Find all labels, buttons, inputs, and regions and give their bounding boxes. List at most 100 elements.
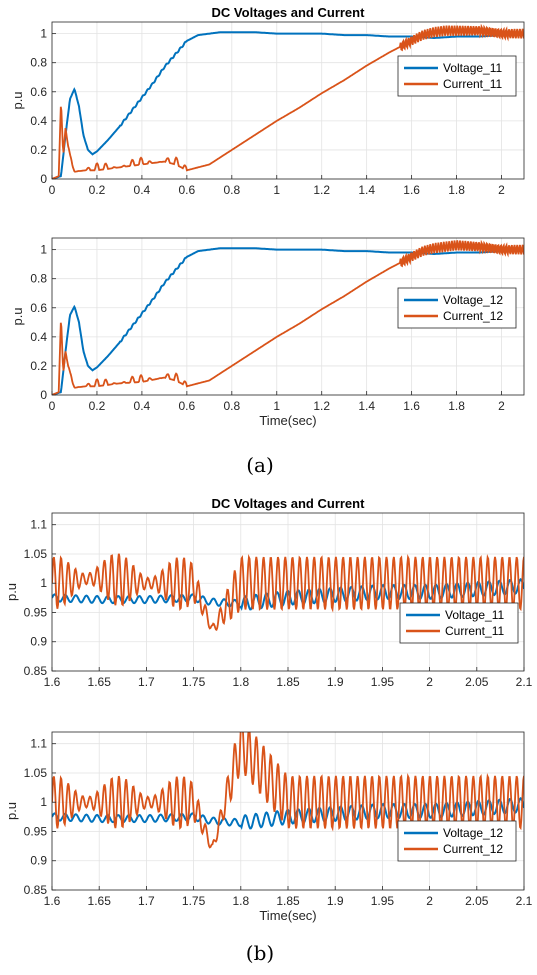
chart-title: DC Voltages and Current (212, 496, 366, 511)
legend: Voltage_12 Current_12 (397, 820, 517, 862)
chart-title: DC Voltages and Current (212, 5, 366, 20)
series-line-Voltage_11 (52, 31, 524, 179)
legend-box (397, 55, 517, 97)
x-tick-label: 2 (498, 183, 505, 197)
legend-label: Current_12 (443, 309, 503, 323)
legend: Voltage_11 Current_11 (397, 55, 517, 97)
x-tick-label: 2.1 (516, 675, 533, 689)
chart-b1: 1.6 1.65 1.7 1.75 1.8 1.85 1.9 1.95 2 2.05 2.1 0.85… (4, 496, 533, 689)
y-tick-label: 0.8 (30, 56, 47, 70)
legend-box (399, 602, 519, 644)
x-tick-label: 2 (426, 894, 433, 908)
legend-label: Voltage_11 (445, 608, 504, 622)
y-tick-label: 1.1 (30, 518, 47, 532)
x-tick-label: 1.8 (232, 675, 249, 689)
series-line-Current_11 (52, 23, 524, 179)
y-tick-label: 0.6 (30, 301, 47, 315)
legend-label: Current_12 (443, 842, 503, 856)
panel-label-b: (b) (246, 941, 274, 965)
panel-label-a: (a) (246, 453, 274, 477)
y-tick-label: 0.2 (30, 359, 47, 373)
x-tick-label: 1.95 (371, 894, 395, 908)
x-tick-label: 2 (426, 675, 433, 689)
y-tick-label: 0.95 (24, 605, 48, 619)
series-line-Voltage_12 (52, 247, 524, 395)
x-tick-label: 1.75 (182, 675, 206, 689)
legend-label: Voltage_12 (443, 826, 503, 840)
x-tick-label: 1.75 (182, 894, 206, 908)
x-tick-label: 0.4 (134, 399, 151, 413)
x-tick-label: 1.85 (276, 894, 300, 908)
axes-box (51, 21, 525, 180)
x-tick-label: 2.05 (465, 675, 489, 689)
y-axis-label: p.u (10, 307, 25, 325)
y-tick-label: 0.9 (30, 635, 47, 649)
x-tick-label: 1.8 (448, 399, 465, 413)
x-tick-label: 1.7 (138, 894, 155, 908)
x-tick-label: 0.8 (223, 399, 240, 413)
x-tick-label: 1.4 (358, 183, 375, 197)
x-tick-label: 1.6 (44, 894, 61, 908)
x-axis-label: Time(sec) (259, 413, 316, 428)
legend-box (397, 287, 517, 329)
x-tick-label: 1.7 (138, 675, 155, 689)
legend-label: Voltage_12 (443, 293, 503, 307)
y-tick-label: 0.9 (30, 854, 47, 868)
x-tick-label: 1 (273, 399, 280, 413)
x-tick-label: 0 (49, 399, 56, 413)
x-tick-label: 2.05 (465, 894, 489, 908)
x-tick-label: 1.2 (313, 399, 330, 413)
y-tick-label: 0.2 (30, 143, 47, 157)
x-tick-label: 1.95 (371, 675, 395, 689)
y-tick-label: 0.8 (30, 272, 47, 286)
x-tick-label: 0.4 (134, 183, 151, 197)
x-tick-label: 2.1 (516, 894, 533, 908)
x-tick-label: 1.6 (403, 183, 420, 197)
y-axis-label: p.u (10, 91, 25, 109)
x-tick-label: 1.65 (88, 894, 112, 908)
legend-label: Voltage_11 (443, 61, 502, 75)
y-tick-label: 1 (40, 576, 47, 590)
legend: Voltage_12 Current_12 (397, 287, 517, 329)
y-tick-label: 1.1 (30, 737, 47, 751)
x-tick-label: 0.6 (179, 399, 196, 413)
y-tick-label: 1 (40, 27, 47, 41)
y-axis-label: p.u (4, 802, 19, 820)
y-tick-label: 1 (40, 243, 47, 257)
series-line-Current_12 (52, 239, 524, 395)
y-tick-label: 1.05 (24, 766, 48, 780)
x-tick-label: 1.9 (327, 675, 344, 689)
x-tick-label: 1.6 (44, 675, 61, 689)
chart-a1: 0 0.2 0.4 0.6 0.8 1 1.2 1.4 1.6 1.8 2 0 0.2 0.4 0.6 0.8… (10, 5, 525, 197)
y-tick-label: 0 (40, 172, 47, 186)
y-tick-label: 0 (40, 388, 47, 402)
x-tick-label: 1.8 (232, 894, 249, 908)
x-tick-label: 0 (49, 183, 56, 197)
y-tick-label: 0.85 (24, 664, 48, 678)
y-tick-label: 0.95 (24, 824, 48, 838)
x-tick-label: 2 (498, 399, 505, 413)
x-tick-label: 0.2 (89, 183, 106, 197)
legend-label: Current_11 (443, 77, 502, 91)
x-tick-label: 1 (273, 183, 280, 197)
x-tick-label: 0.2 (89, 399, 106, 413)
x-axis-label: Time(sec) (259, 908, 316, 923)
axes-box (51, 237, 525, 396)
x-tick-label: 1.8 (448, 183, 465, 197)
y-tick-label: 0.6 (30, 85, 47, 99)
plot-area (52, 22, 524, 179)
x-tick-label: 1.65 (88, 675, 112, 689)
x-tick-label: 1.9 (327, 894, 344, 908)
x-tick-label: 1.6 (403, 399, 420, 413)
legend-box (397, 820, 517, 862)
y-tick-label: 0.4 (30, 330, 47, 344)
x-tick-label: 1.85 (276, 675, 300, 689)
y-axis-label: p.u (4, 583, 19, 601)
x-tick-label: 0.8 (223, 183, 240, 197)
chart-b2: 1.6 1.65 1.7 1.75 1.8 1.85 1.9 1.95 2 2.05 2.1 0.85… (4, 731, 533, 923)
series-line-Current_12 (52, 732, 524, 849)
x-tick-label: 1.2 (313, 183, 330, 197)
y-tick-label: 1 (40, 795, 47, 809)
chart-a2: 0 0.2 0.4 0.6 0.8 1 1.2 1.4 1.6 1.8 2 0 0.2 0.4 0.6 0.8… (10, 237, 525, 428)
